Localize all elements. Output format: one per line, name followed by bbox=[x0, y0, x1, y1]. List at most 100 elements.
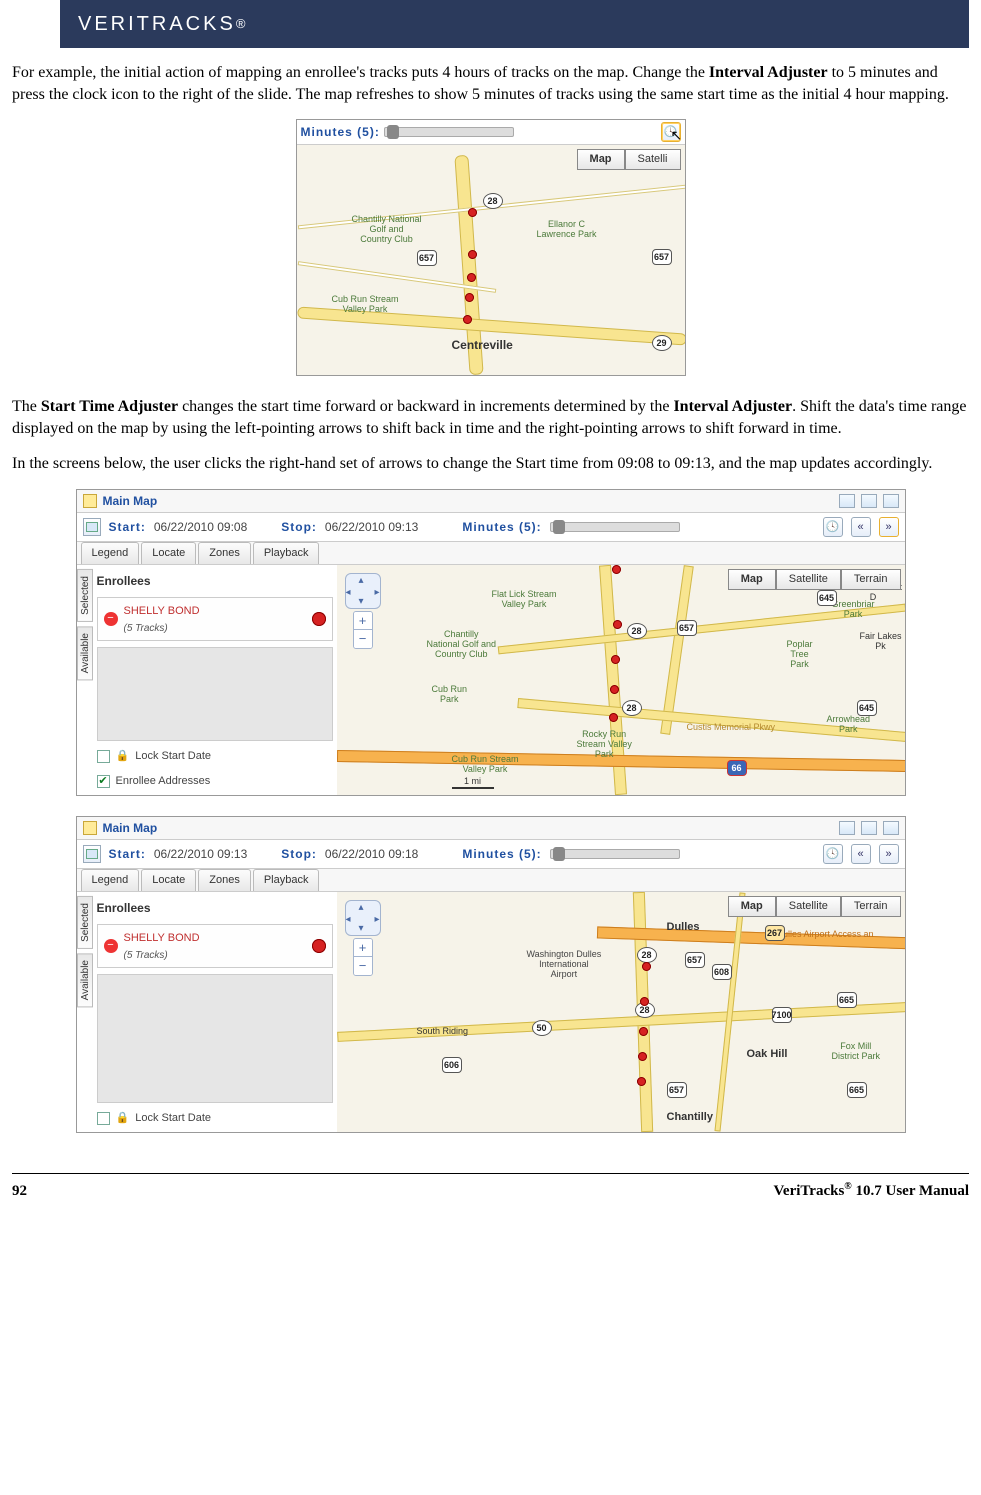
maptype-map[interactable]: Map bbox=[728, 896, 776, 917]
route-28: 28 bbox=[483, 193, 503, 209]
zoom-control[interactable]: +− bbox=[353, 611, 373, 649]
page-footer: 92 VeriTracks® 10.7 User Manual bbox=[12, 1173, 969, 1201]
tab-zones[interactable]: Zones bbox=[198, 869, 251, 891]
maptype-satellite[interactable]: Satelli bbox=[625, 149, 681, 170]
clock-button[interactable]: 🕓 bbox=[823, 517, 843, 537]
enrollee-name: SHELLY BOND bbox=[124, 932, 200, 944]
checkbox-icon: ✔ bbox=[97, 775, 110, 788]
cursor-icon: ↖ bbox=[671, 126, 687, 146]
start-value: 06/22/2010 09:08 bbox=[154, 519, 247, 535]
zoom-control[interactable]: +− bbox=[353, 938, 373, 976]
start-label: Start: bbox=[109, 846, 146, 862]
tab-locate[interactable]: Locate bbox=[141, 542, 196, 564]
maptype-map[interactable]: Map bbox=[728, 569, 776, 590]
remove-icon[interactable]: − bbox=[104, 939, 118, 953]
interval-slider[interactable] bbox=[384, 127, 514, 137]
minutes-label: Minutes (5): bbox=[462, 846, 541, 862]
vlabel-available[interactable]: Available bbox=[77, 626, 93, 680]
available-placeholder bbox=[97, 647, 333, 742]
tab-locate[interactable]: Locate bbox=[141, 869, 196, 891]
minutes-label: Minutes (5): bbox=[301, 124, 380, 140]
tab-playback[interactable]: Playback bbox=[253, 542, 320, 564]
stop-label: Stop: bbox=[281, 846, 317, 862]
stop-value: 06/22/2010 09:13 bbox=[325, 519, 418, 535]
vlabel-selected[interactable]: Selected bbox=[77, 569, 93, 622]
route-657b: 657 bbox=[652, 249, 672, 265]
scale-bar: 1 mi bbox=[452, 775, 494, 789]
shift-back-button[interactable]: « bbox=[851, 844, 871, 864]
checkbox-icon: ✔ bbox=[97, 750, 110, 763]
start-value: 06/22/2010 09:13 bbox=[154, 846, 247, 862]
window-title: Main Map bbox=[103, 493, 158, 509]
close-button[interactable] bbox=[883, 494, 899, 508]
interval-slider[interactable] bbox=[550, 849, 680, 859]
checkbox-icon: ✔ bbox=[97, 1112, 110, 1125]
screenshot-1: Minutes (5): 🕓 ↖ Map Satelli 28 657 657 … bbox=[296, 119, 686, 376]
available-placeholder bbox=[97, 974, 333, 1104]
vlabel-selected[interactable]: Selected bbox=[77, 896, 93, 949]
min-button[interactable] bbox=[839, 821, 855, 835]
max-button[interactable] bbox=[861, 494, 877, 508]
stop-value: 06/22/2010 09:18 bbox=[325, 846, 418, 862]
lock-start-row[interactable]: ✔ 🔒 Lock Start Date bbox=[97, 1109, 333, 1128]
enrollee-card[interactable]: − SHELLY BOND (5 Tracks) bbox=[97, 597, 333, 640]
tab-legend[interactable]: Legend bbox=[81, 869, 140, 891]
window-icon bbox=[83, 494, 97, 508]
stop-label: Stop: bbox=[281, 519, 317, 535]
shift-forward-button[interactable]: » bbox=[879, 517, 899, 537]
footer-title: VeriTracks® 10.7 User Manual bbox=[773, 1180, 969, 1201]
shift-forward-button[interactable]: » bbox=[879, 844, 899, 864]
clock-button[interactable]: 🕓 bbox=[823, 844, 843, 864]
screenshot-2: Main Map Start: 06/22/2010 09:08 Stop: 0… bbox=[76, 489, 906, 796]
route-657: 657 bbox=[417, 250, 437, 266]
lock-icon: 🔒 bbox=[116, 749, 130, 764]
screenshot-3: Main Map Start: 06/22/2010 09:13 Stop: 0… bbox=[76, 816, 906, 1133]
para-1: For example, the initial action of mappi… bbox=[12, 62, 969, 105]
interval-slider[interactable] bbox=[550, 522, 680, 532]
maptype-map[interactable]: Map bbox=[577, 149, 625, 170]
max-button[interactable] bbox=[861, 821, 877, 835]
remove-icon[interactable]: − bbox=[104, 612, 118, 626]
pan-control[interactable]: ▴▾◂▸ bbox=[345, 900, 381, 936]
window-icon bbox=[83, 821, 97, 835]
lock-icon: 🔒 bbox=[116, 1111, 130, 1126]
pan-control[interactable]: ▴▾◂▸ bbox=[345, 573, 381, 609]
maptype-satellite[interactable]: Satellite bbox=[776, 896, 841, 917]
section-enrollees: Enrollees bbox=[97, 896, 333, 918]
section-enrollees: Enrollees bbox=[97, 569, 333, 591]
vlabel-available[interactable]: Available bbox=[77, 953, 93, 1007]
town-centreville: Centreville bbox=[452, 337, 513, 353]
para-3: In the screens below, the user clicks th… bbox=[12, 453, 969, 475]
track-marker-icon bbox=[312, 939, 326, 953]
para-2: The Start Time Adjuster changes the star… bbox=[12, 396, 969, 439]
enrollee-card[interactable]: − SHELLY BOND (5 Tracks) bbox=[97, 924, 333, 967]
place-cubrun: Cub Run Stream Valley Park bbox=[332, 295, 399, 315]
tab-zones[interactable]: Zones bbox=[198, 542, 251, 564]
route-29: 29 bbox=[652, 335, 672, 351]
maptype-satellite[interactable]: Satellite bbox=[776, 569, 841, 590]
calendar-icon[interactable] bbox=[83, 845, 101, 863]
calendar-icon[interactable] bbox=[83, 518, 101, 536]
enrollee-addr-row[interactable]: ✔ Enrollee Addresses bbox=[97, 772, 333, 791]
page-number: 92 bbox=[12, 1181, 27, 1201]
tab-playback[interactable]: Playback bbox=[253, 869, 320, 891]
place-chantilly: Chantilly National Golf and Country Club bbox=[352, 215, 422, 245]
brand-text: VERITRACKS bbox=[78, 11, 236, 38]
maptype-terrain[interactable]: Terrain bbox=[841, 569, 901, 590]
shift-back-button[interactable]: « bbox=[851, 517, 871, 537]
enrollee-name: SHELLY BOND bbox=[124, 605, 200, 617]
track-marker-icon bbox=[312, 612, 326, 626]
tab-legend[interactable]: Legend bbox=[81, 542, 140, 564]
lock-start-row[interactable]: ✔ 🔒 Lock Start Date bbox=[97, 747, 333, 766]
start-label: Start: bbox=[109, 519, 146, 535]
enrollee-tracks: (5 Tracks) bbox=[124, 950, 168, 961]
maptype-terrain[interactable]: Terrain bbox=[841, 896, 901, 917]
minutes-label: Minutes (5): bbox=[462, 519, 541, 535]
min-button[interactable] bbox=[839, 494, 855, 508]
tab-row: Legend Locate Zones Playback bbox=[77, 542, 905, 565]
window-title: Main Map bbox=[103, 820, 158, 836]
brand-banner: VERITRACKS® bbox=[60, 0, 969, 48]
place-ellanor: Ellanor C Lawrence Park bbox=[537, 220, 597, 240]
tab-row: Legend Locate Zones Playback bbox=[77, 869, 905, 892]
close-button[interactable] bbox=[883, 821, 899, 835]
